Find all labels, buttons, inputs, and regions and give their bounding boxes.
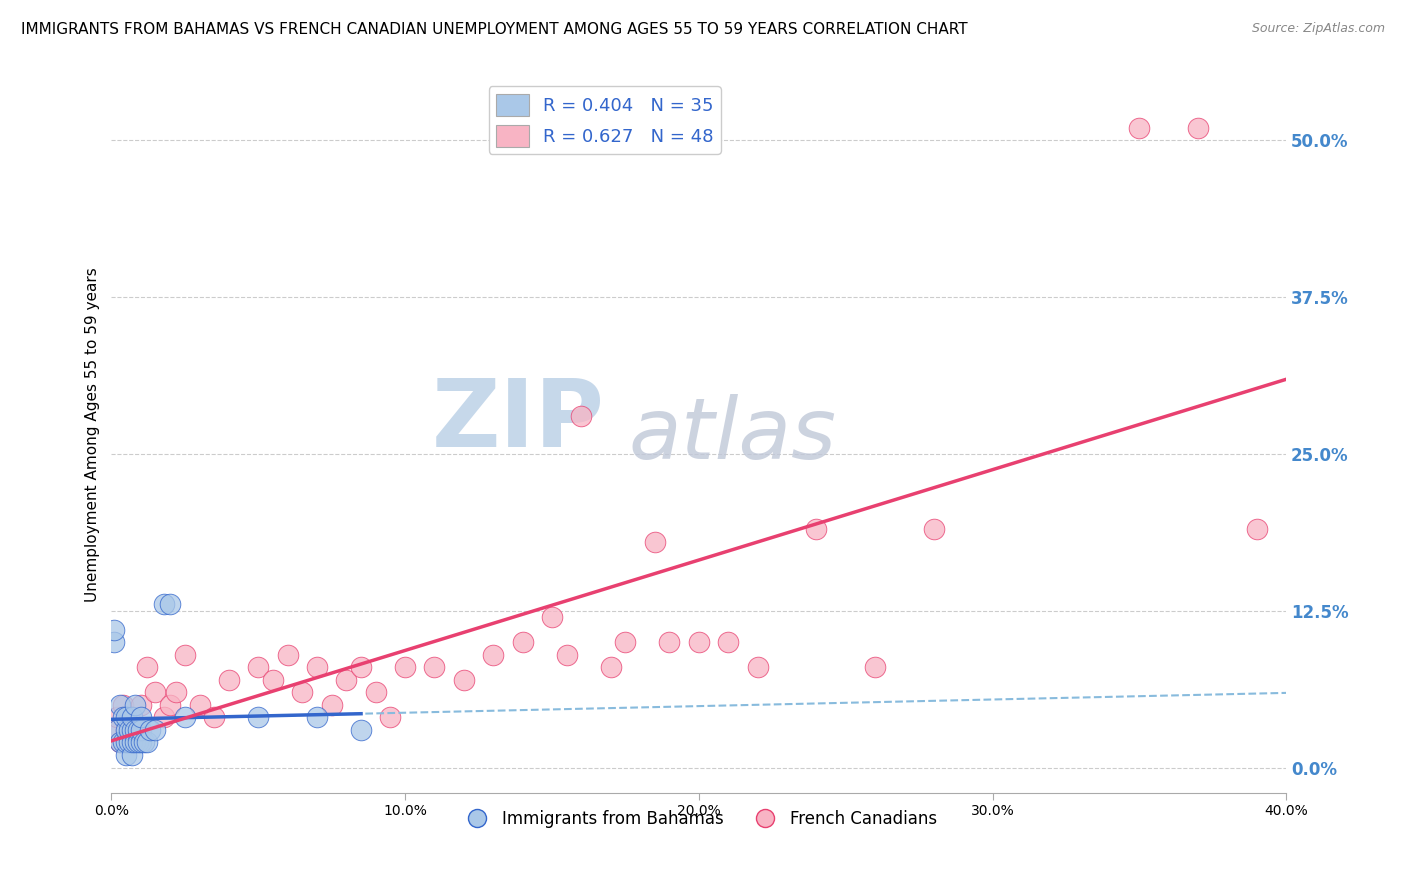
Point xyxy=(127,723,149,737)
Point xyxy=(159,698,181,712)
Point xyxy=(124,723,146,737)
Point xyxy=(112,735,135,749)
Point xyxy=(247,660,270,674)
Point xyxy=(115,723,138,737)
Text: IMMIGRANTS FROM BAHAMAS VS FRENCH CANADIAN UNEMPLOYMENT AMONG AGES 55 TO 59 YEAR: IMMIGRANTS FROM BAHAMAS VS FRENCH CANADI… xyxy=(21,22,967,37)
Point xyxy=(218,673,240,687)
Point xyxy=(1187,120,1209,135)
Point xyxy=(335,673,357,687)
Point xyxy=(153,598,176,612)
Point xyxy=(124,723,146,737)
Point xyxy=(115,710,138,724)
Point xyxy=(124,735,146,749)
Point xyxy=(305,710,328,724)
Point xyxy=(1128,120,1150,135)
Point xyxy=(121,747,143,762)
Point xyxy=(173,648,195,662)
Point xyxy=(112,710,135,724)
Point xyxy=(806,522,828,536)
Point xyxy=(105,710,128,724)
Point xyxy=(115,747,138,762)
Point xyxy=(555,648,578,662)
Point xyxy=(188,698,211,712)
Point xyxy=(350,660,373,674)
Point xyxy=(129,710,152,724)
Point xyxy=(115,723,138,737)
Y-axis label: Unemployment Among Ages 55 to 59 years: Unemployment Among Ages 55 to 59 years xyxy=(86,268,100,602)
Point xyxy=(599,660,621,674)
Point xyxy=(124,698,146,712)
Point xyxy=(129,698,152,712)
Point xyxy=(110,698,132,712)
Point xyxy=(541,610,564,624)
Text: ZIP: ZIP xyxy=(432,375,605,467)
Point xyxy=(115,735,138,749)
Point xyxy=(105,723,128,737)
Point xyxy=(121,735,143,749)
Point xyxy=(135,735,157,749)
Point xyxy=(394,660,416,674)
Point xyxy=(305,660,328,674)
Point xyxy=(135,660,157,674)
Point xyxy=(159,598,181,612)
Point xyxy=(153,710,176,724)
Point xyxy=(863,660,886,674)
Point xyxy=(121,723,143,737)
Point xyxy=(1246,522,1268,536)
Point xyxy=(112,698,135,712)
Legend: Immigrants from Bahamas, French Canadians: Immigrants from Bahamas, French Canadian… xyxy=(454,803,943,834)
Point xyxy=(291,685,314,699)
Point xyxy=(364,685,387,699)
Point xyxy=(145,685,167,699)
Point xyxy=(118,735,141,749)
Point xyxy=(321,698,343,712)
Point xyxy=(423,660,446,674)
Point xyxy=(129,723,152,737)
Point xyxy=(118,723,141,737)
Point xyxy=(103,635,125,649)
Point xyxy=(110,735,132,749)
Point xyxy=(103,623,125,637)
Point xyxy=(110,735,132,749)
Point xyxy=(658,635,681,649)
Text: atlas: atlas xyxy=(628,393,837,476)
Point xyxy=(350,723,373,737)
Point xyxy=(173,710,195,724)
Point xyxy=(922,522,945,536)
Point xyxy=(512,635,534,649)
Point xyxy=(118,710,141,724)
Point xyxy=(247,710,270,724)
Point xyxy=(202,710,225,724)
Point xyxy=(103,723,125,737)
Point xyxy=(132,735,155,749)
Point xyxy=(614,635,637,649)
Point xyxy=(747,660,769,674)
Point xyxy=(277,648,299,662)
Point xyxy=(380,710,402,724)
Point xyxy=(644,534,666,549)
Point xyxy=(121,710,143,724)
Text: Source: ZipAtlas.com: Source: ZipAtlas.com xyxy=(1251,22,1385,36)
Point xyxy=(165,685,187,699)
Point xyxy=(569,409,592,424)
Point xyxy=(717,635,740,649)
Point xyxy=(138,723,160,737)
Point xyxy=(453,673,475,687)
Point xyxy=(262,673,284,687)
Point xyxy=(127,735,149,749)
Point xyxy=(688,635,710,649)
Point xyxy=(145,723,167,737)
Point xyxy=(482,648,505,662)
Point xyxy=(129,735,152,749)
